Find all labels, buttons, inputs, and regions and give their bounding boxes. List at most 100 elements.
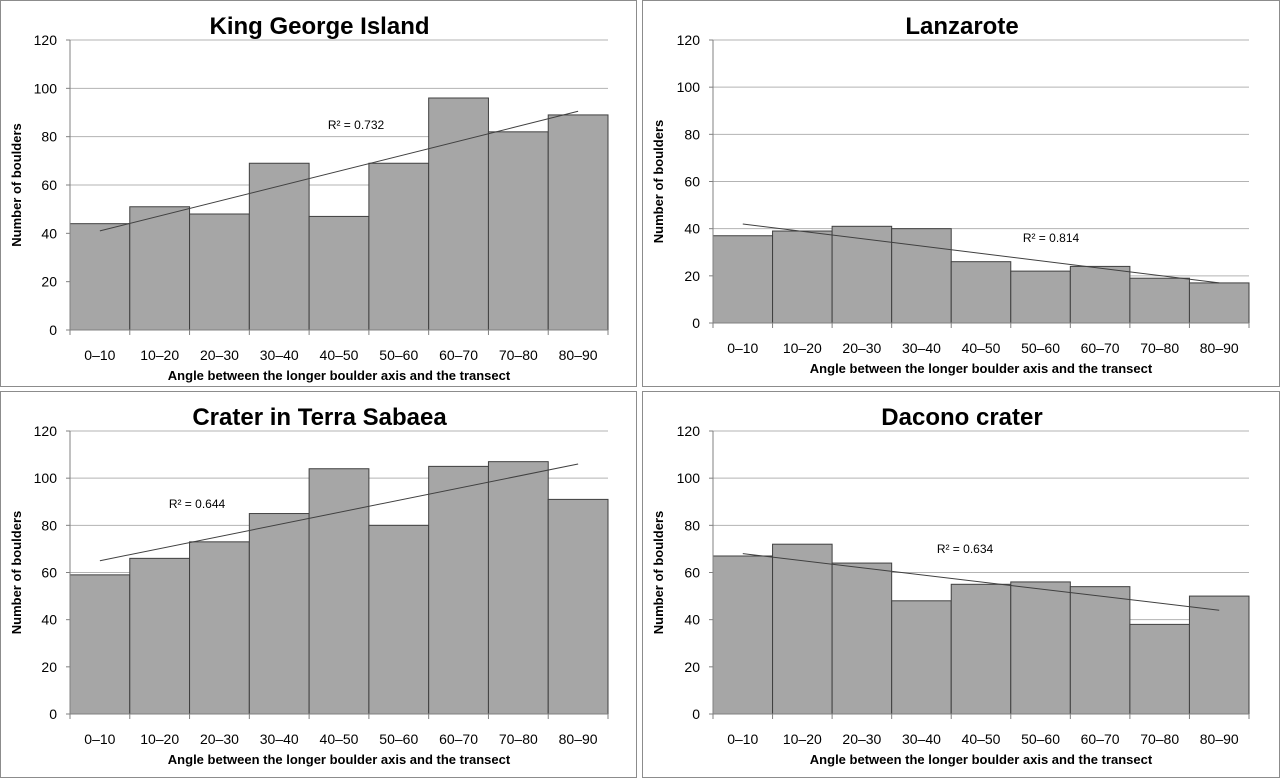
bar <box>712 555 774 715</box>
bar <box>1069 586 1131 715</box>
x-tick-label: 0–10 <box>84 731 115 747</box>
x-tick-label: 30–40 <box>902 340 941 356</box>
bar <box>129 206 191 331</box>
x-tick-label: 10–20 <box>783 340 822 356</box>
bar <box>772 230 833 324</box>
chart-title: King George Island <box>209 13 429 40</box>
y-axis-label: Number of boulders <box>9 123 24 247</box>
bar <box>891 228 952 324</box>
x-tick-label: 40–50 <box>962 731 1001 747</box>
y-tick-label: 100 <box>34 470 58 486</box>
bar <box>1069 265 1131 324</box>
y-tick-label: 80 <box>41 517 57 533</box>
bar <box>248 513 310 715</box>
chart-svg: Dacono crater 0 20 40 60 80 100 120 0–10 10–20 20–… <box>651 404 1250 767</box>
x-tick-label: 50–60 <box>379 347 418 363</box>
bar <box>1129 623 1190 715</box>
y-axis-label: Number of boulders <box>651 511 666 635</box>
bar <box>1188 282 1250 324</box>
bar <box>1010 581 1071 715</box>
chart-svg: Lanzarote 0 20 40 60 80 100 120 0–10 10–20 20–30 30… <box>651 13 1250 376</box>
bar <box>487 131 549 331</box>
bar <box>428 97 489 331</box>
bar <box>1188 595 1250 715</box>
x-tick-label: 80–90 <box>1200 731 1239 747</box>
bar <box>248 162 310 331</box>
bar <box>547 498 609 715</box>
r-squared-label: R² = 0.732 <box>328 118 385 132</box>
x-tick-label: 40–50 <box>320 347 359 363</box>
chart-panel-lanzarote: Lanzarote 0 20 40 60 80 100 120 0–10 10–20 20–30 30… <box>642 0 1280 387</box>
trendline <box>99 463 579 562</box>
x-tick-label: 70–80 <box>499 731 538 747</box>
x-tick-label: 50–60 <box>1021 731 1060 747</box>
chart-panel-dacono-crater: Dacono crater 0 20 40 60 80 100 120 0–10 10–20 20–… <box>642 391 1280 778</box>
y-tick-label: 120 <box>677 423 701 439</box>
trendline <box>742 223 1220 284</box>
x-tick-label: 20–30 <box>842 731 881 747</box>
chart-panel-king-george-island: King George Island 0 20 40 60 80 100 120 0–10 10–… <box>0 0 637 387</box>
bar <box>547 114 609 331</box>
bar <box>950 583 1012 715</box>
r-squared-label: R² = 0.634 <box>937 542 994 556</box>
y-tick-label: 0 <box>692 706 700 722</box>
bar <box>950 261 1012 324</box>
x-tick-label: 60–70 <box>439 347 478 363</box>
bar <box>189 541 250 715</box>
y-tick-label: 80 <box>41 129 57 145</box>
x-tick-label: 20–30 <box>200 731 239 747</box>
bar <box>772 543 833 715</box>
x-tick-label: 70–80 <box>1140 731 1179 747</box>
y-tick-label: 40 <box>684 221 700 237</box>
bar <box>891 600 952 715</box>
chart-title: Lanzarote <box>905 13 1018 40</box>
bar <box>308 468 370 715</box>
chart-title: Crater in Terra Sabaea <box>192 404 447 431</box>
y-tick-label: 120 <box>34 32 58 48</box>
x-tick-label: 30–40 <box>260 347 299 363</box>
x-tick-label: 80–90 <box>1200 340 1239 356</box>
bar <box>831 562 893 715</box>
y-tick-label: 80 <box>684 126 700 142</box>
x-tick-label: 20–30 <box>200 347 239 363</box>
chart-svg: Crater in Terra Sabaea 0 20 40 60 80 100 120 0–1… <box>9 404 609 767</box>
bar <box>487 461 549 715</box>
trendline <box>742 553 1220 611</box>
x-tick-label: 80–90 <box>559 347 598 363</box>
r-squared-label: R² = 0.644 <box>169 497 226 511</box>
x-tick-label: 60–70 <box>1081 340 1120 356</box>
y-tick-label: 100 <box>677 470 701 486</box>
bar <box>308 215 370 331</box>
x-tick-label: 10–20 <box>140 731 179 747</box>
x-tick-label: 0–10 <box>84 347 115 363</box>
y-tick-label: 20 <box>684 268 700 284</box>
x-tick-label: 10–20 <box>140 347 179 363</box>
bar <box>368 524 430 715</box>
y-tick-label: 80 <box>684 517 700 533</box>
y-tick-label: 60 <box>684 565 700 581</box>
x-axis-label: Angle between the longer boulder axis an… <box>168 752 511 767</box>
y-tick-label: 40 <box>41 612 57 628</box>
x-tick-label: 40–50 <box>962 340 1001 356</box>
y-tick-label: 0 <box>49 322 57 338</box>
y-tick-label: 60 <box>41 177 57 193</box>
y-tick-label: 100 <box>34 80 58 96</box>
bar <box>368 162 430 331</box>
x-tick-label: 50–60 <box>379 731 418 747</box>
bar <box>189 213 250 331</box>
x-tick-label: 30–40 <box>260 731 299 747</box>
x-tick-label: 60–70 <box>1081 731 1120 747</box>
x-tick-label: 0–10 <box>727 340 758 356</box>
x-tick-label: 10–20 <box>783 731 822 747</box>
bar <box>1129 277 1190 324</box>
y-tick-label: 100 <box>677 79 701 95</box>
bar <box>1010 270 1071 324</box>
y-tick-label: 60 <box>684 174 700 190</box>
chart-title: Dacono crater <box>881 404 1042 431</box>
x-tick-label: 0–10 <box>727 731 758 747</box>
x-tick-label: 70–80 <box>1140 340 1179 356</box>
x-tick-label: 20–30 <box>842 340 881 356</box>
bar <box>69 574 131 715</box>
x-tick-label: 50–60 <box>1021 340 1060 356</box>
x-tick-label: 30–40 <box>902 731 941 747</box>
